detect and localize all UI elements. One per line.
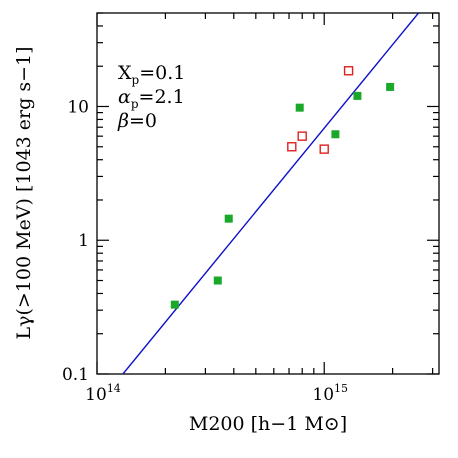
y-axis-label: Lγ(>100 MeV) [1043 erg s−1] bbox=[13, 47, 35, 340]
data-point-open bbox=[297, 131, 307, 141]
fit-line bbox=[122, 13, 420, 374]
y-tick-label: 0.1 bbox=[62, 365, 89, 385]
fit-line-group bbox=[122, 13, 420, 374]
annotation-xp: Xp=0.1 bbox=[118, 62, 185, 87]
data-point-filled bbox=[295, 103, 304, 112]
parameter-annotations: Xp=0.1 αp=2.1 β=0 bbox=[117, 62, 185, 132]
data-point-filled bbox=[331, 130, 340, 139]
axis-ticks: 1014 1015 0.1 1 10 bbox=[62, 12, 439, 405]
data-point-open bbox=[319, 144, 329, 154]
data-point-open bbox=[287, 142, 297, 152]
data-point-filled bbox=[224, 214, 233, 223]
data-point-filled bbox=[170, 300, 179, 309]
x-axis-label: M200 [h−1 M⊙] bbox=[189, 413, 347, 435]
data-point-open bbox=[343, 66, 354, 76]
data-point-filled bbox=[386, 82, 395, 91]
x-tick-label: 1015 bbox=[312, 382, 348, 405]
x-tick-label: 1014 bbox=[85, 382, 121, 405]
data-point-filled bbox=[213, 276, 222, 285]
plot-frame bbox=[96, 12, 440, 375]
y-tick-label: 1 bbox=[78, 231, 89, 251]
y-tick-label: 10 bbox=[67, 97, 89, 117]
data-markers bbox=[170, 66, 395, 309]
annotation-beta: β=0 bbox=[117, 110, 157, 132]
data-point-filled bbox=[353, 91, 362, 100]
annotation-alpha: αp=2.1 bbox=[118, 86, 185, 111]
